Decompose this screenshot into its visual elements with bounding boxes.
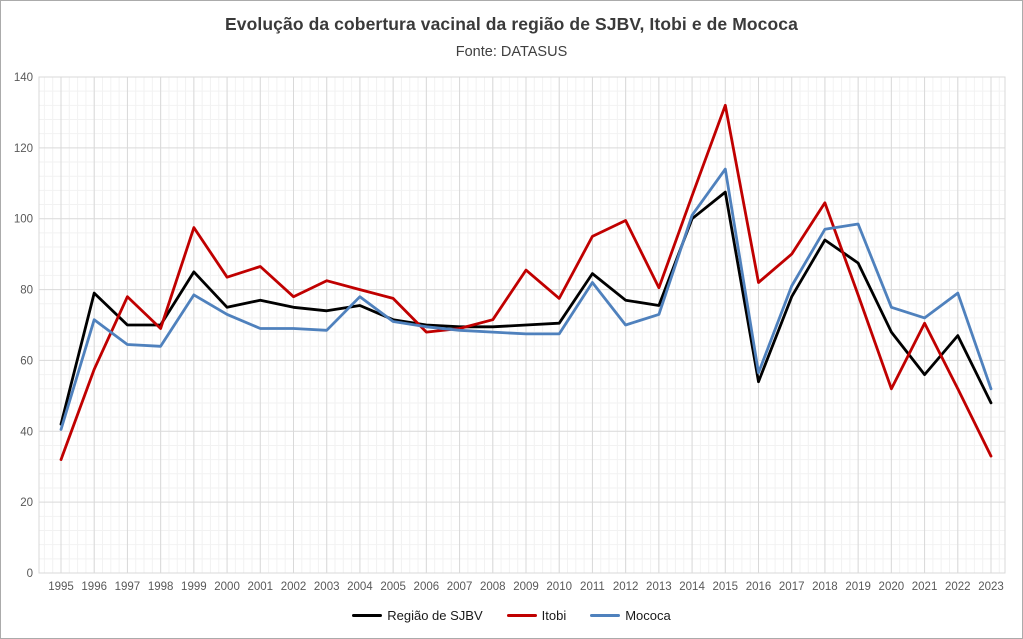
y-axis-tick-label: 60: [20, 355, 33, 367]
legend-item-itobi: Itobi: [506, 608, 567, 623]
x-axis-tick-label: 2010: [546, 581, 572, 593]
x-axis-tick-label: 2006: [414, 581, 440, 593]
x-axis-tick-label: 2012: [613, 581, 639, 593]
y-axis-tick-label: 100: [14, 214, 33, 226]
line-swatch-icon: [352, 614, 383, 617]
x-axis-tick-label: 2000: [214, 581, 240, 593]
series-line-itobi: [59, 103, 993, 462]
x-axis-tick-label: 2015: [712, 581, 738, 593]
legend-item-sjbv: Região de SJBV: [352, 608, 483, 623]
x-axis-tick-label: 2017: [779, 581, 805, 593]
x-axis-tick-label: 1997: [115, 581, 141, 593]
legend-label: Região de SJBV: [387, 608, 483, 623]
x-axis-tick-label: 2011: [580, 581, 605, 593]
x-axis-tick-label: 2021: [912, 581, 938, 593]
x-axis-tick-label: 2001: [247, 581, 273, 593]
x-axis-tick-label: 1996: [81, 581, 107, 593]
x-axis-tick-label: 2019: [845, 581, 871, 593]
chart-title: Evolução da cobertura vacinal da região …: [225, 14, 798, 34]
x-axis-tick-label: 2003: [314, 581, 340, 593]
x-axis-tick-label: 1999: [181, 581, 207, 593]
x-axis-tick-label: 2014: [679, 581, 705, 593]
x-axis-tick-label: 2002: [281, 581, 307, 593]
legend-label: Mococa: [625, 608, 671, 623]
y-axis-tick-label: 40: [20, 426, 33, 438]
x-axis-tick-label: 2004: [347, 581, 373, 593]
line-swatch-icon: [590, 614, 621, 617]
chart-subtitle: Fonte: DATASUS: [455, 44, 568, 60]
x-axis-tick-label: 2016: [746, 581, 772, 593]
x-axis-tick-label: 2009: [513, 581, 539, 593]
legend-label: Itobi: [541, 608, 567, 623]
x-axis-tick-label: 2005: [380, 581, 406, 593]
x-axis-tick-label: 1995: [48, 581, 74, 593]
x-axis-tick-label: 2022: [945, 581, 971, 593]
y-axis-tick-label: 120: [14, 143, 33, 155]
x-axis-tick-label: 2023: [978, 581, 1004, 593]
x-axis-tick-label: 2020: [879, 581, 905, 593]
y-axis-tick-label: 80: [20, 285, 33, 297]
x-axis-tick-label: 2007: [447, 581, 473, 593]
line-swatch-icon: [506, 614, 537, 617]
x-axis-tick-label: 1998: [148, 581, 174, 593]
y-axis-tick-label: 20: [20, 497, 33, 509]
x-axis-tick-label: 2013: [646, 581, 672, 593]
legend-item-mococa: Mococa: [590, 608, 671, 623]
series-line-mococa: [59, 167, 993, 431]
chart-legend: Região de SJBV Itobi Mococa: [1, 608, 1022, 623]
x-axis-tick-label: 2018: [812, 581, 838, 593]
x-axis-tick-label: 2008: [480, 581, 506, 593]
y-axis-tick-label: 0: [27, 568, 33, 580]
y-axis-tick-label: 140: [14, 72, 33, 84]
series-line-regi-o-de-sjbv: [59, 190, 993, 426]
